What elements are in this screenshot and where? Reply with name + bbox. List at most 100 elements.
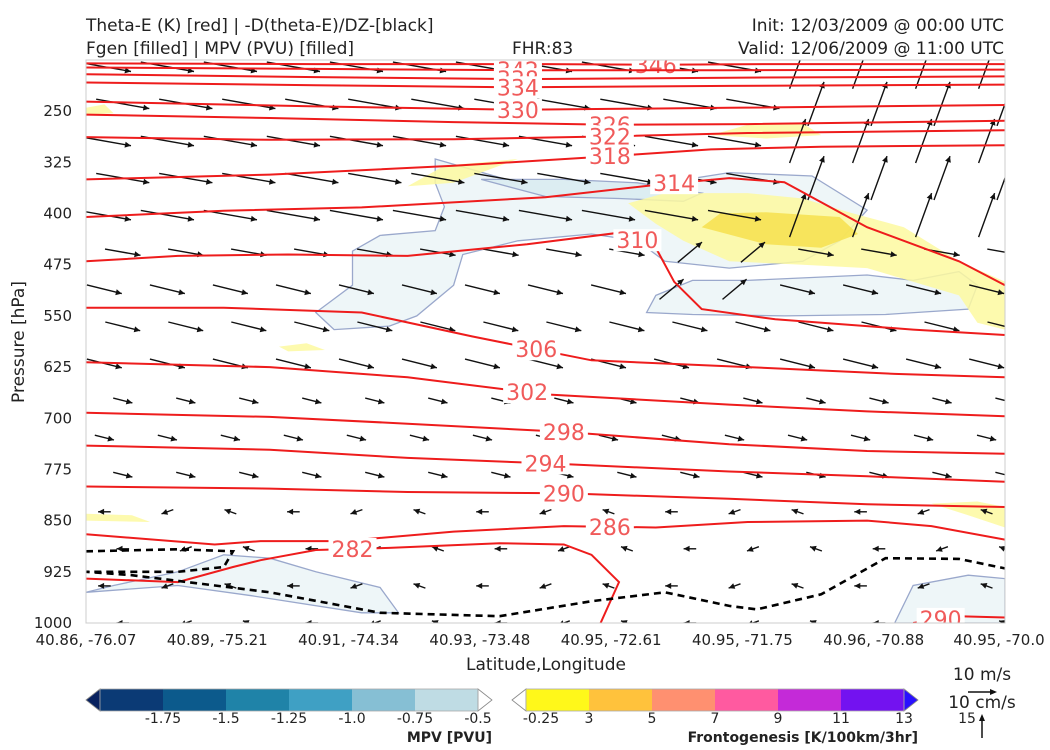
wind-vector [779, 284, 816, 295]
wind-vector-head [800, 193, 807, 200]
wind-vector-head [439, 141, 447, 148]
colorbar-tick-label: 13 [895, 711, 913, 727]
wind-vector-head [431, 545, 439, 552]
wind-reference-vertical-arrowhead [979, 714, 985, 721]
wind-vector-head [314, 398, 322, 405]
wind-vector-head [810, 545, 817, 552]
wind-vector [779, 358, 816, 369]
theta-e-label: 290 [543, 482, 585, 507]
wind-vector [105, 321, 141, 332]
wind-vector-head [628, 215, 636, 222]
plot-area: 3463423383343303263223183143103063022982… [85, 59, 1006, 624]
wind-vector-head [493, 363, 500, 370]
wind-vector-head [728, 583, 736, 589]
wind-vector [329, 209, 384, 221]
wind-vector-head [440, 398, 448, 405]
wind-vector [482, 248, 519, 256]
wind-vector-head [665, 508, 672, 515]
wind-vector-head [134, 251, 141, 258]
wind-vector-head [439, 215, 447, 222]
wind-vector-head [250, 141, 257, 148]
wind-vector-head [142, 104, 150, 111]
wind-vector-head [763, 326, 771, 333]
wind-vector-head [142, 178, 150, 185]
x-tick-label: 40.95, -72.61 [561, 631, 662, 649]
wind-vector-head [485, 435, 493, 442]
wind-vector-head [756, 472, 763, 479]
wind-vector-head [430, 363, 437, 370]
wind-vector-head [494, 545, 501, 552]
theta-e-label-bg [493, 98, 542, 121]
wind-vector-head [493, 289, 500, 296]
wind-vector-head [700, 326, 708, 333]
wind-vector-head [740, 279, 747, 286]
fgen-region [710, 123, 822, 139]
wind-vector-head [269, 178, 276, 185]
colorbar-end [477, 688, 493, 712]
colorbar-tick-label: -0.5 [464, 711, 491, 727]
wind-vector [104, 248, 141, 256]
theta-e-label: 286 [589, 516, 631, 541]
wind-vector-head [980, 583, 988, 589]
theta-e-label-bg [585, 145, 634, 168]
wind-vector-head [503, 472, 511, 479]
wind-vector-head [370, 620, 375, 623]
colorbar-segment [352, 689, 416, 711]
colorbar-tick-label: -0.75 [397, 711, 433, 727]
theta-e-label-bg [631, 60, 680, 76]
wind-vector-head [476, 508, 483, 515]
wind-vector-head [512, 251, 519, 258]
title-line-1: Theta-E (K) [red] | -D(theta-E)/DZ-[blac… [85, 16, 434, 36]
wind-vector [914, 192, 933, 238]
wind-vector-head [872, 545, 879, 552]
wind-vector-head [999, 620, 1005, 623]
wind-vector-head [539, 509, 547, 515]
wind-vector-head [170, 435, 177, 442]
wind-vector-head [602, 508, 610, 515]
wind-vector [546, 321, 582, 332]
wind-vector-head [936, 546, 943, 552]
theta-e-label-bg [503, 381, 552, 404]
colorbar-tick-label: 9 [774, 711, 783, 727]
theta-e-contour [86, 519, 1005, 546]
wind-vector-head [133, 326, 141, 333]
wind-vector-head [565, 141, 573, 148]
wind-vector-head [251, 398, 259, 405]
wind-vector-head [511, 326, 519, 333]
colorbar-end [903, 688, 919, 712]
wind-vector-head [989, 435, 997, 442]
wind-vector-head [791, 508, 799, 515]
wind-vector [372, 620, 381, 623]
wind-vector-head [115, 289, 122, 296]
wind-vector [995, 397, 1005, 402]
theta-e-label: 302 [506, 381, 548, 406]
colorbar-tick-label: 5 [648, 711, 657, 727]
wind-vector-head [242, 620, 250, 623]
wind-vector-head [691, 215, 699, 222]
wind-vector-head [999, 545, 1005, 552]
wind-vector-head [376, 215, 383, 222]
x-tick-label: 40.95, -71.75 [692, 631, 793, 649]
wind-vector [788, 118, 807, 164]
wind-reference-vertical: 10 cm/s [948, 693, 1016, 713]
y-tick-label: 850 [43, 512, 72, 530]
plot-frame [85, 59, 1006, 624]
wind-vector-head [872, 620, 879, 623]
x-tick-label: 40.95, -70.0 [953, 631, 1044, 649]
colorbar-tick-label: -1.0 [338, 711, 365, 727]
wind-vector-head [808, 363, 815, 370]
colorbar-segment [100, 689, 164, 711]
wind-vector [788, 192, 807, 238]
fgen-region [407, 159, 518, 187]
wind-vector-head [926, 193, 933, 200]
colorbar-segment [589, 689, 653, 711]
theta-e-label-bg [613, 229, 662, 252]
wind-vector [707, 135, 762, 147]
wind-vector-head [332, 178, 339, 185]
wind-vector-head [749, 620, 753, 623]
y-tick-label: 325 [43, 153, 72, 171]
wind-vector-head [756, 398, 763, 405]
wind-vector-head [224, 508, 232, 515]
wind-vector [807, 81, 825, 127]
